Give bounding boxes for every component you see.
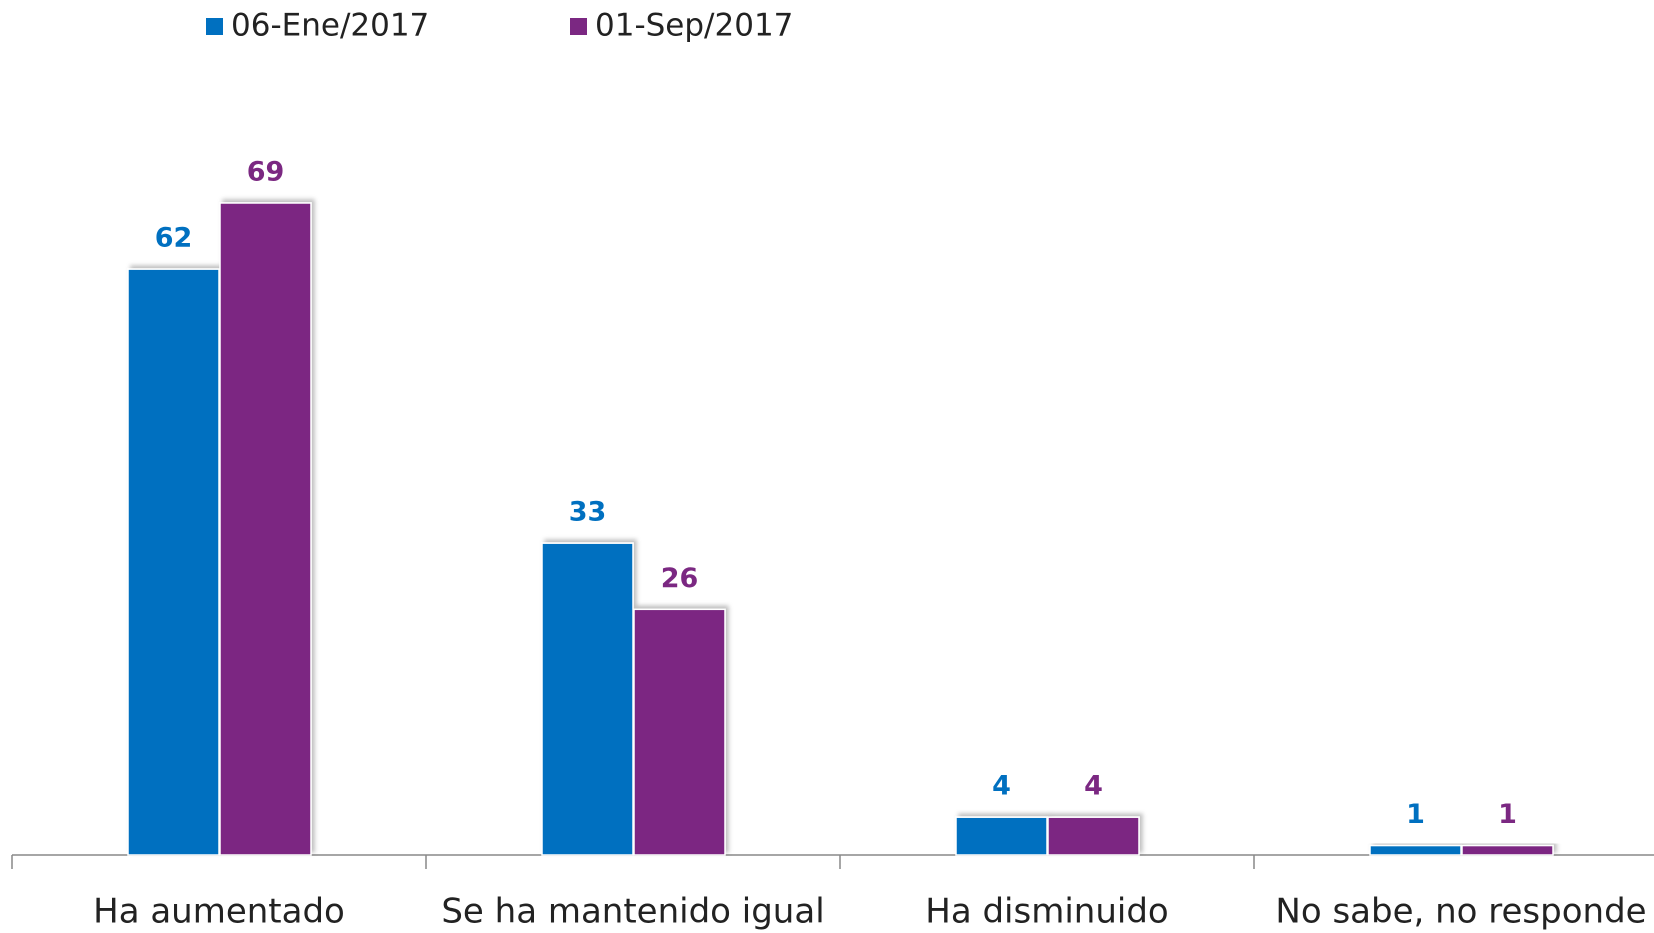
- bar: [1461, 844, 1554, 856]
- bar: [955, 816, 1048, 856]
- value-label: 1: [1498, 799, 1517, 830]
- x-tick-label: No sabe, no responde: [1275, 892, 1646, 932]
- x-tick-label: Ha aumentado: [93, 892, 345, 932]
- value-label: 1: [1406, 799, 1425, 830]
- value-label: 4: [992, 771, 1011, 802]
- bar: [541, 542, 634, 856]
- bar: [1369, 844, 1462, 856]
- bar: [127, 268, 220, 856]
- legend-label: 06-Ene/2017: [231, 8, 429, 44]
- x-tick-label: Ha disminuido: [925, 892, 1168, 932]
- bar: [633, 608, 726, 856]
- legend-swatch: [570, 18, 587, 35]
- value-label: 69: [247, 157, 285, 188]
- bar: [219, 202, 312, 856]
- value-label: 4: [1084, 771, 1103, 802]
- legend-swatch: [206, 18, 223, 35]
- value-label: 26: [661, 563, 699, 594]
- value-label: 33: [569, 497, 607, 528]
- x-tick-label: Se ha mantenido igual: [441, 892, 824, 932]
- bar: [1047, 816, 1140, 856]
- value-label: 62: [155, 223, 193, 254]
- legend-label: 01-Sep/2017: [595, 8, 793, 44]
